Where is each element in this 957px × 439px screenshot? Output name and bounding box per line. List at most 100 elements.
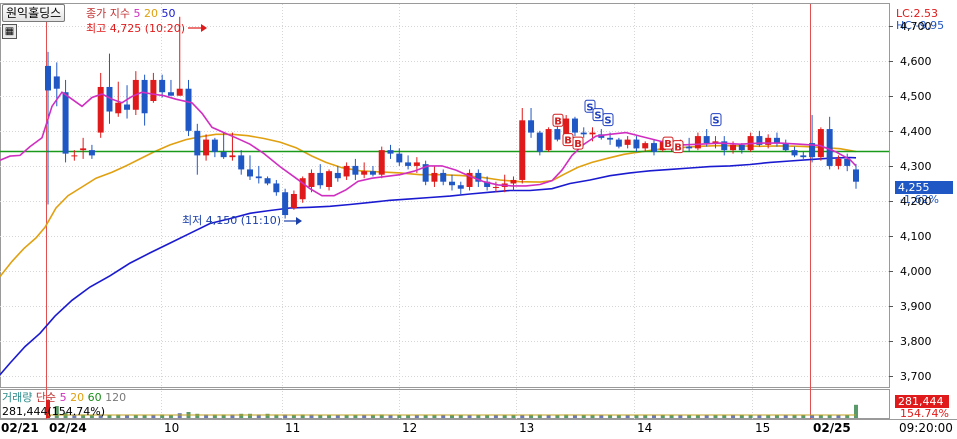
price-pane-frame: [0, 3, 890, 388]
candle-body: [730, 144, 737, 151]
volume-bar: [748, 415, 753, 418]
candle-body: [519, 120, 526, 180]
candle-body: [326, 171, 333, 187]
volume-legend: 거래량 단순 5 20 60 120: [2, 391, 126, 404]
volume-bar: [757, 415, 762, 418]
volume-bar: [432, 415, 437, 418]
x-tick-label: 11: [285, 421, 301, 435]
volume-bar: [836, 415, 841, 418]
volume-bar: [827, 415, 832, 418]
volume-bar: [125, 415, 130, 418]
volume-bar: [581, 415, 586, 418]
candle-body: [378, 150, 385, 175]
sell-signal-label: S: [712, 116, 719, 127]
sell-signal-label: S: [594, 111, 601, 122]
x-tick-label: 10: [164, 421, 180, 435]
candle-body: [334, 172, 341, 179]
y-tick-label: 4,100: [900, 229, 932, 243]
volume-bar: [151, 415, 156, 418]
candle-body: [387, 150, 394, 154]
volume-bar: [46, 400, 50, 418]
candle-body: [413, 162, 420, 166]
candle-body: [431, 172, 438, 182]
buy-signal-label: B: [554, 116, 562, 127]
candle-body: [88, 150, 95, 156]
stock-name-tab[interactable]: 원익홀딩스: [2, 4, 66, 22]
volume-bar: [467, 415, 472, 418]
candle-body: [457, 185, 464, 189]
lc-readout: LC:2.53: [896, 7, 939, 20]
volume-bar: [722, 415, 727, 418]
candle-body: [826, 129, 833, 166]
buy-signal-label: B: [674, 143, 682, 154]
candle-body: [255, 176, 262, 179]
volume-bar: [248, 413, 252, 418]
volume-legend-type: 단순: [35, 391, 57, 404]
buy-signal-label: B: [664, 139, 672, 150]
candle-body: [194, 130, 201, 156]
candle-body: [150, 79, 157, 101]
y-tick-label: 3,700: [900, 369, 932, 383]
candle-body: [343, 165, 350, 177]
volume-bar: [450, 415, 454, 418]
volume-legend-ma120: 120: [105, 391, 127, 404]
volume-bar: [625, 415, 630, 418]
volume-bar: [660, 415, 665, 418]
buy-signal-label: B: [574, 139, 582, 150]
volume-bar: [546, 415, 551, 418]
volume-bar: [353, 415, 358, 418]
candle-body: [141, 79, 148, 114]
candle-body: [317, 172, 324, 186]
y-tick-label: 4,600: [900, 54, 932, 68]
volume-bar: [335, 415, 340, 418]
y-tick-label: 4,400: [900, 124, 932, 138]
candle-body: [176, 88, 183, 96]
volume-bar: [414, 415, 419, 418]
candle-body: [185, 88, 192, 131]
volume-bar: [212, 414, 217, 418]
candle-body: [211, 139, 218, 152]
candle-body: [844, 158, 851, 166]
volume-bar: [669, 415, 674, 418]
sell-signal-marker: [602, 113, 614, 127]
legend-ma20: 20: [143, 7, 158, 20]
current-price-badge: 4,255: [895, 181, 953, 194]
legend-ma5: 5: [133, 7, 141, 20]
volume-bar: [256, 414, 261, 418]
volume-bar: [695, 415, 700, 418]
low-arrow-head: [296, 217, 302, 225]
candle-body: [62, 92, 69, 154]
volume-bar: [318, 415, 323, 418]
volume-bar: [458, 415, 463, 418]
candle-body: [809, 143, 816, 158]
volume-bar: [502, 415, 507, 418]
candle-body: [615, 139, 622, 147]
candle-body: [273, 183, 280, 193]
candle-body: [703, 136, 710, 144]
buy-signal-marker: [572, 136, 584, 150]
current-volume-pct: 154.74%: [900, 407, 949, 420]
volume-bar: [529, 414, 534, 418]
volume-bar: [608, 415, 613, 418]
volume-bar: [818, 415, 823, 418]
volume-bar: [441, 415, 446, 418]
volume-bar: [572, 415, 577, 418]
volume-bar: [476, 415, 481, 418]
volume-bar: [72, 414, 77, 418]
volume-bar: [520, 415, 525, 418]
volume-bar: [300, 414, 305, 418]
y-tick-label: 4,200: [900, 194, 932, 208]
candle-body: [405, 162, 412, 166]
volume-bar: [327, 415, 332, 418]
x-tick-label: 15: [755, 421, 771, 435]
buy-signal-label: B: [564, 136, 572, 147]
volume-bar: [766, 415, 771, 418]
candle-body: [589, 132, 596, 135]
chart-settings-icon[interactable]: ▦: [2, 24, 17, 39]
volume-bar: [599, 415, 604, 418]
volume-bar: [555, 415, 560, 418]
y-tick-label: 4,000: [900, 264, 932, 278]
candle-body: [440, 172, 447, 182]
candle-body: [642, 143, 649, 149]
